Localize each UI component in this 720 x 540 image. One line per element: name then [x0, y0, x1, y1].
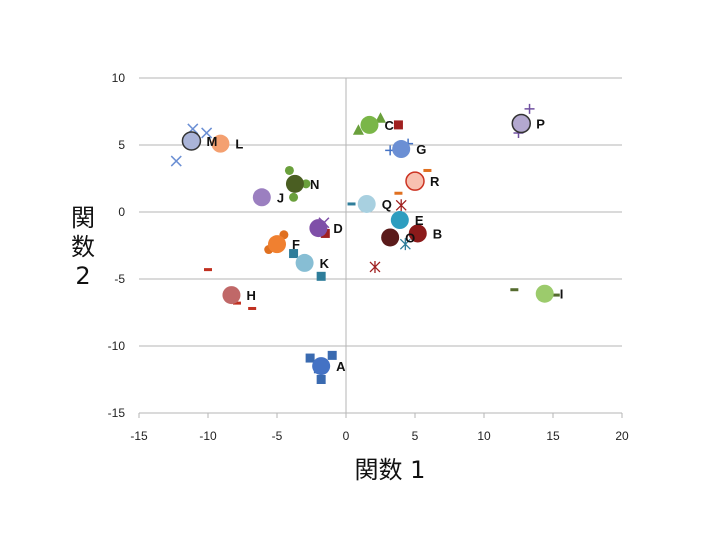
- case-marker-triangle: [352, 124, 364, 135]
- case-marker-dash: [394, 191, 403, 195]
- centroid-label-j: J: [277, 190, 284, 205]
- centroid-label-o: O: [405, 230, 415, 245]
- y-tick-label: -10: [108, 339, 126, 353]
- case-marker-star: [395, 199, 407, 212]
- case-marker-dash: [204, 268, 212, 272]
- centroid-m: [181, 131, 202, 151]
- centroid-label-b: B: [433, 226, 442, 241]
- case-marker-circle: [301, 179, 311, 189]
- case-marker-plus: [524, 103, 535, 114]
- y-tick-label: 10: [112, 71, 126, 85]
- case-marker-dash: [347, 202, 356, 206]
- centroid-h: [222, 286, 241, 305]
- centroid-label-l: L: [235, 137, 243, 152]
- y-axis-label-char: 数: [71, 233, 95, 261]
- y-tick-label: 0: [118, 205, 125, 219]
- x-tick-label: -5: [272, 429, 283, 443]
- y-tick-label: 5: [118, 138, 125, 152]
- centroid-d: [309, 219, 328, 238]
- y-axis-label: 関数2: [71, 204, 95, 290]
- case-marker-square: [327, 350, 337, 360]
- centroid-p: [511, 113, 532, 134]
- centroid-o: [381, 228, 400, 247]
- centroid-label-d: D: [333, 221, 342, 236]
- centroid-label-q: Q: [382, 197, 392, 212]
- case-marker-dash: [232, 301, 241, 305]
- case-marker-star: [399, 238, 411, 251]
- centroid-c: [360, 115, 379, 134]
- case-marker-square: [393, 120, 403, 130]
- centroid-g: [392, 140, 411, 159]
- centroid-k: [295, 253, 314, 272]
- case-marker-square: [305, 353, 315, 363]
- case-marker-star: [369, 260, 381, 273]
- centroid-label-n: N: [310, 177, 319, 192]
- x-tick-label: 15: [546, 429, 560, 443]
- centroid-label-a: A: [336, 359, 346, 374]
- centroid-j: [252, 188, 271, 207]
- centroid-q: [357, 194, 376, 213]
- centroid-l: [211, 134, 230, 153]
- centroid-label-h: H: [246, 288, 255, 303]
- centroid-label-k: K: [320, 256, 330, 271]
- y-axis-label-char: 2: [75, 262, 90, 290]
- case-marker-x: [201, 127, 213, 139]
- centroid-b: [408, 224, 427, 243]
- axes: -15 -10 -5 0 5 10 -15 -10 -5 0 5 10 15 20: [108, 71, 629, 443]
- centroid-label-p: P: [536, 117, 545, 132]
- x-axis-label: 関数 1: [355, 456, 426, 484]
- y-tick-label: -15: [108, 406, 126, 420]
- case-marker-square: [316, 375, 326, 384]
- case-marker-dash: [510, 288, 519, 292]
- centroid-label-i: I: [560, 287, 564, 302]
- centroid-label-r: R: [430, 174, 440, 189]
- case-marker-x: [170, 155, 182, 167]
- x-tick-label: 10: [477, 429, 491, 443]
- centroid-a: [312, 357, 331, 376]
- case-marker-circle: [289, 192, 299, 202]
- case-marker-triangle: [375, 112, 386, 123]
- x-tick-label: -15: [130, 429, 148, 443]
- case-marker-dash: [248, 306, 257, 310]
- x-tick-label: 5: [412, 429, 419, 443]
- centroid-label-f: F: [292, 237, 300, 252]
- case-marker-circle: [284, 165, 294, 175]
- y-tick-label: -5: [114, 272, 125, 286]
- case-marker-dash: [551, 293, 560, 297]
- centroid-e: [390, 211, 409, 230]
- centroid-n: [285, 174, 304, 193]
- case-points: [170, 103, 560, 384]
- centroid-label-g: G: [416, 142, 426, 157]
- centroid-label-m: M: [206, 134, 217, 149]
- case-marker-square: [289, 249, 299, 259]
- centroid-label-e: E: [415, 213, 424, 228]
- centroid-label-c: C: [384, 118, 394, 133]
- centroid-r: [405, 171, 425, 191]
- centroid-i: [535, 284, 554, 303]
- centroid-labels: A B C D E F G H I J K L M N O P Q R: [206, 117, 563, 375]
- case-marker-square: [316, 271, 326, 281]
- x-tick-label: -10: [199, 429, 217, 443]
- case-marker-dash: [423, 168, 432, 172]
- x-tick-label: 20: [615, 429, 629, 443]
- centroid-f: [268, 235, 286, 254]
- y-axis-label-char: 関: [71, 204, 95, 232]
- group-centroids: [181, 113, 554, 376]
- x-tick-label: 0: [343, 429, 350, 443]
